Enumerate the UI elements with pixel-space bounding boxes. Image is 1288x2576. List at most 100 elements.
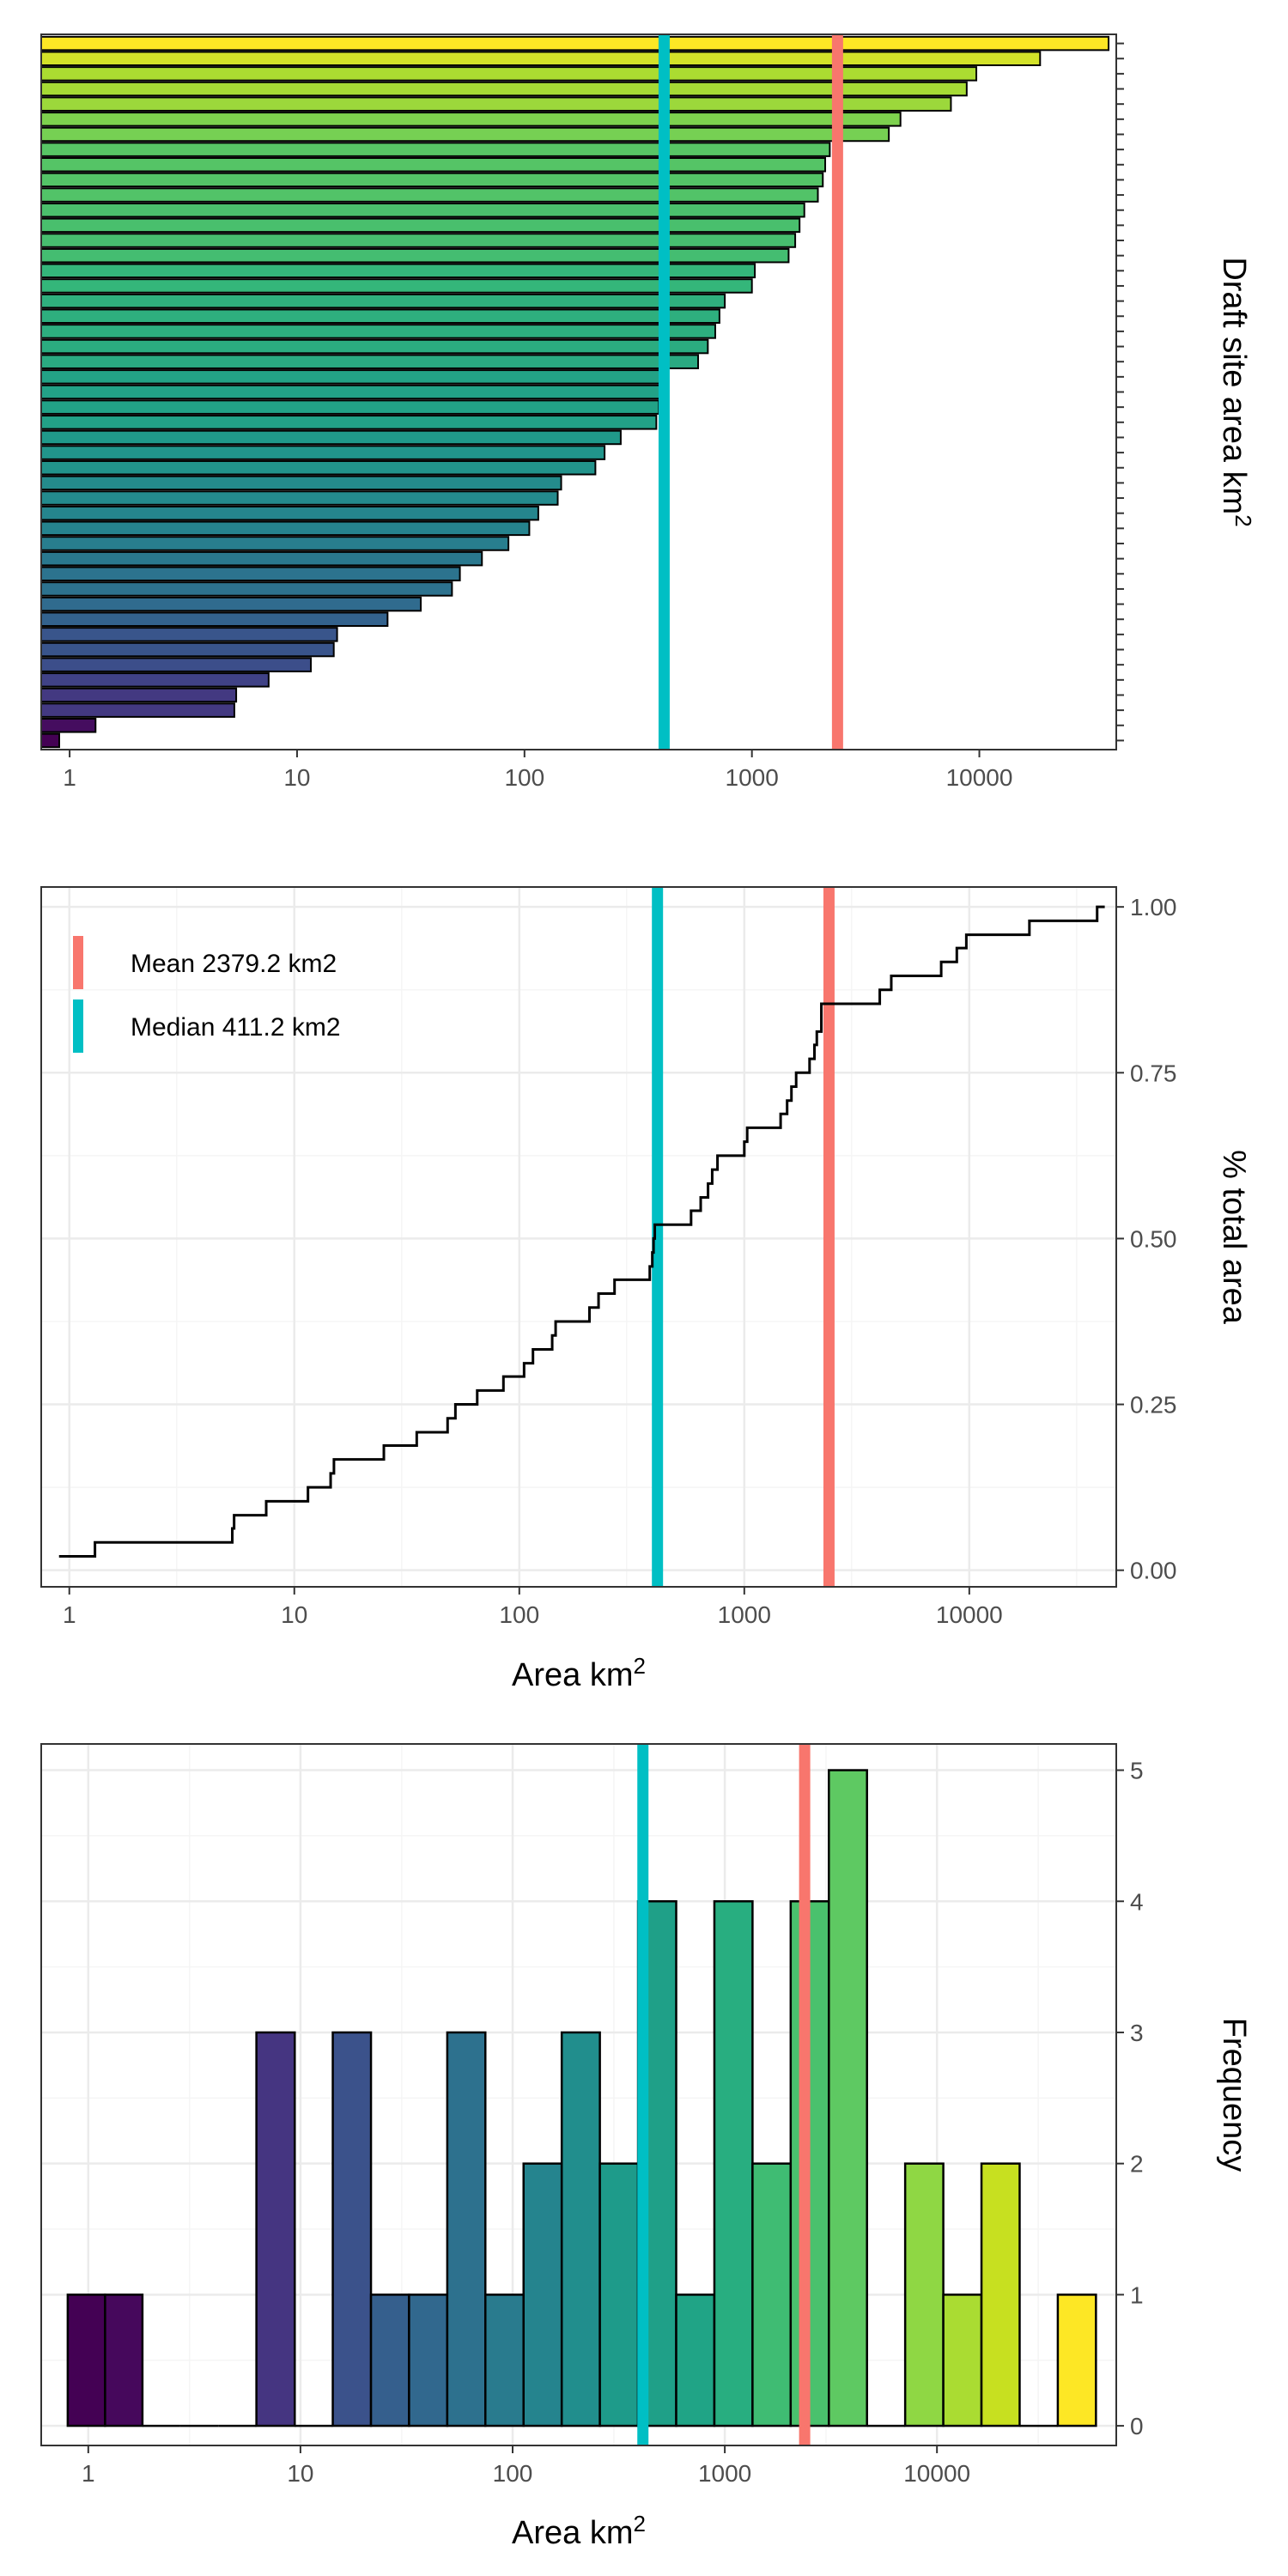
site-bar [40,142,831,157]
panel-site-bars: 1 10 100 1000 10000 Draft site area km2 [40,33,1256,791]
x-tick-label: 1 [63,1601,76,1628]
site-bar [40,51,1042,67]
histogram-bar [484,2293,525,2427]
x-tick-label: 10000 [903,2460,970,2487]
x-tick-label: 100 [504,764,544,791]
panel-cumulative-area: Mean 2379.2 km2 Median 411.2 km2 1 10 100 100… [40,886,1252,1693]
site-bar [40,247,790,264]
site-bar [40,596,422,612]
axis-title: Area km2 [512,1653,646,1693]
site-bar [40,157,827,173]
panel-border [40,1743,1117,2446]
site-bar [40,263,756,279]
site-bar [40,112,902,127]
site-bar [40,566,461,582]
y-tick-label: 1.00 [1130,894,1177,920]
y-tick-label: 0.75 [1130,1060,1177,1086]
axis-title-superscript: 2 [634,2511,646,2537]
histogram-bar [522,2162,563,2427]
histogram-bar [369,2293,410,2427]
x-tick-label: 1000 [718,1601,771,1628]
legend: Mean 2379.2 km2 Median 411.2 km2 [73,936,341,1053]
histogram-bar [980,2162,1021,2427]
legend-label-median: Median 411.2 km2 [131,1013,341,1042]
y-tick-label: 0 [1130,2413,1144,2439]
site-bar [40,384,661,400]
panel-border [40,33,1117,750]
x-tick-label: 1 [63,764,76,791]
site-bar [40,536,510,551]
site-bar [40,187,819,203]
panel-background [41,887,1116,1587]
histogram-bar [903,2162,945,2427]
legend-label-mean: Mean 2379.2 km2 [131,950,337,978]
histogram-bar [1056,2293,1097,2427]
legend-key-median [73,999,83,1053]
y-tick-label: 0.25 [1130,1392,1177,1419]
site-bar [40,369,663,385]
histogram-bar [751,2162,793,2427]
site-bar [40,672,270,688]
site-bar [40,702,235,718]
site-bar [40,505,539,521]
x-tick-label: 1 [82,2460,95,2487]
y-axis-title: Frequency [1216,2018,1252,2172]
x-tick-label: 10000 [946,764,1013,791]
site-bar [40,717,97,733]
site-bar [40,581,453,597]
histogram-bar [560,2031,601,2427]
y-tick-label: 2 [1130,2151,1144,2178]
site-bar [40,354,700,369]
y-axis-title: % total area [1216,1150,1252,1325]
axis-title-text: Draft site area km [1216,257,1252,514]
y-tick-label: 0.50 [1130,1225,1177,1252]
site-bar [40,687,238,703]
site-bar [40,126,890,143]
x-tick-label: 10000 [936,1601,1003,1628]
histogram-bar [331,2031,373,2427]
y-tick-label: 1 [1130,2281,1144,2308]
histogram-bar [598,2162,640,2427]
y-tick-label: 4 [1130,1888,1144,1915]
histogram-bar [104,2293,144,2427]
x-tick-label: 1000 [698,2460,751,2487]
y-tick-label: 3 [1130,2020,1144,2046]
site-bar [40,550,483,567]
x-tick-label: 10 [283,764,310,791]
site-bar [40,399,660,415]
histogram-bar [446,2031,487,2427]
axis-title: Draft site area km2 [1216,257,1256,526]
site-bar [40,415,658,430]
x-tick-label: 100 [493,2460,533,2487]
site-bar [40,657,313,672]
site-bar [40,324,716,339]
site-bar [40,217,801,234]
site-bar [40,233,797,248]
site-bar [40,459,597,476]
x-tick-label: 10 [287,2460,313,2487]
site-bar [40,81,968,97]
y-tick-label: 0.00 [1130,1558,1177,1584]
x-tick-label: 1000 [726,764,779,791]
histogram-bar [828,1769,868,2427]
cumulative-step-line [58,905,1105,1558]
site-bar [40,293,726,309]
site-bar [40,172,824,188]
histogram-bar [408,2293,449,2427]
site-bar [40,35,1110,52]
site-bar [40,520,531,537]
site-bar [40,429,622,446]
axis-title-text: Area km [512,2515,633,2551]
site-bar [40,475,562,491]
x-tick-label: 10 [281,1601,307,1628]
site-bar [40,490,559,506]
axis-title-superscript: 2 [1230,514,1256,526]
site-bar [40,308,720,325]
site-bar [40,202,805,218]
site-bar [40,338,709,355]
histogram-bar [713,1900,754,2427]
legend-key-mean [73,936,83,989]
site-bar [40,627,338,642]
axis-title-superscript: 2 [634,1653,646,1679]
